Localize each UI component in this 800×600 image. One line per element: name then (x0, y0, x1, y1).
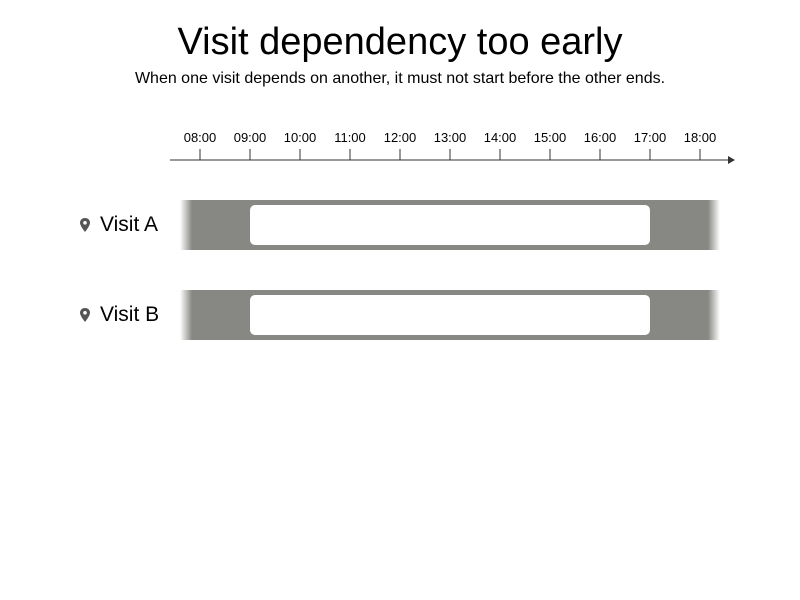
axis-tick-label: 11:00 (334, 130, 366, 145)
map-pin-icon (80, 308, 90, 322)
page-subtitle: When one visit depends on another, it mu… (134, 70, 666, 87)
visit-row-b: Visit B (0, 290, 800, 340)
axis-tick-label: 16:00 (584, 130, 617, 145)
visit-name: Visit A (100, 213, 158, 236)
visit-label: Visit B (78, 290, 159, 340)
axis-ticks: 08:00 09:00 10:00 11:00 12:00 13:00 14:00 15:00… (184, 130, 717, 160)
visit-name: Visit B (100, 303, 160, 326)
visit-row-a: Visit A (0, 200, 800, 250)
map-pin-icon (80, 218, 90, 232)
axis-tick-label: 12:00 (384, 130, 417, 145)
axis-tick-label: 17:00 (634, 130, 667, 145)
time-window-slot[interactable] (250, 205, 650, 245)
axis-tick-label: 15:00 (534, 130, 567, 145)
axis-tick-label: 13:00 (434, 130, 467, 145)
axis-tick-label: 10:00 (284, 130, 317, 145)
axis-tick-label: 08:00 (184, 130, 217, 145)
visit-label: Visit A (78, 200, 158, 250)
axis-tick-label: 18:00 (684, 130, 717, 145)
page-title: Visit dependency too early (177, 21, 623, 63)
axis-tick-label: 14:00 (484, 130, 517, 145)
axis-tick-label: 09:00 (234, 130, 267, 145)
axis-arrow-icon (728, 156, 735, 164)
time-window-slot[interactable] (250, 295, 650, 335)
